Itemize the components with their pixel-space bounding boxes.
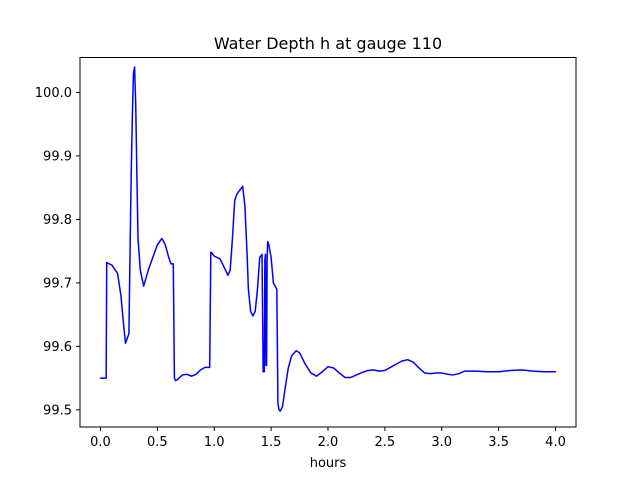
x-axis-label: hours (310, 456, 347, 471)
x-tick-label: 1.0 (204, 435, 225, 450)
plot-area (99, 66, 557, 412)
x-tick-label: 2.5 (375, 435, 396, 450)
x-tick-label: 2.0 (318, 435, 339, 450)
x-tick-label: 0.0 (90, 435, 111, 450)
y-tick-label: 100.0 (35, 86, 72, 101)
y-tick-label: 99.7 (43, 276, 72, 291)
y-tick-label: 99.8 (43, 213, 72, 228)
x-tick-label: 3.0 (431, 435, 452, 450)
y-tick-label: 99.6 (43, 340, 72, 355)
chart-title: Water Depth h at gauge 110 (214, 34, 442, 53)
x-tick-label: 1.5 (261, 435, 282, 450)
y-tick-label: 99.5 (43, 403, 72, 418)
x-tick-label: 0.5 (147, 435, 168, 450)
series-line-0 (99, 66, 557, 412)
x-axis: 0.0 0.5 1.0 1.5 2.0 2.5 3.0 3.5 4.0 (90, 427, 566, 450)
y-axis: 99.5 99.6 99.7 99.8 99.9 100.0 (35, 86, 80, 418)
x-tick-label: 4.0 (545, 435, 566, 450)
y-tick-label: 99.9 (43, 149, 72, 164)
plot-frame (79, 57, 577, 428)
x-tick-label: 3.5 (488, 435, 509, 450)
